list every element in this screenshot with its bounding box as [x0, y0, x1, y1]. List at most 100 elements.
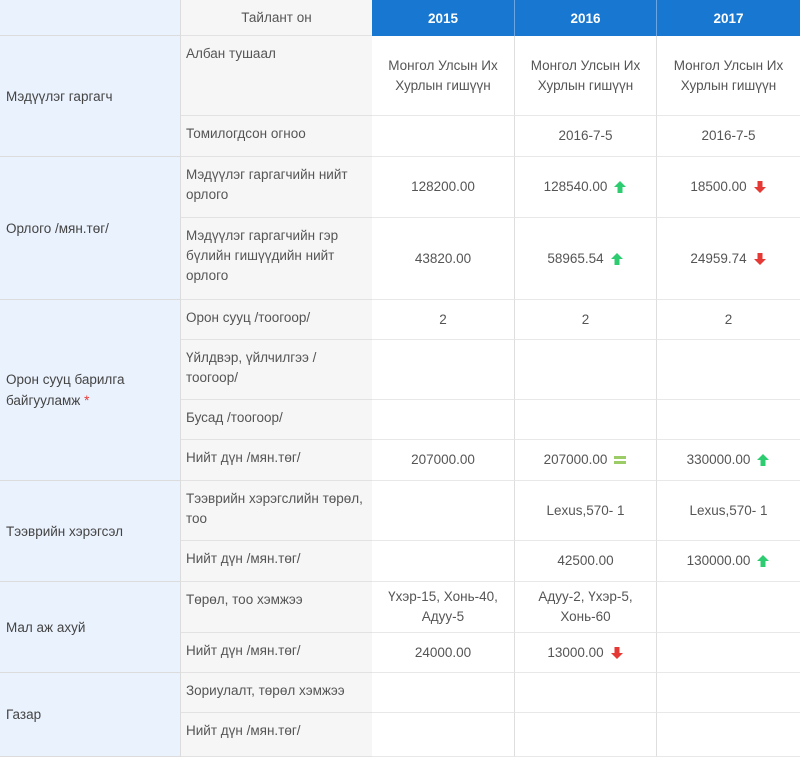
row-value-1: Адуу-2, Үхэр-5, Хонь-60 [514, 582, 656, 633]
row-label-text: Томилогдсон огноо [186, 126, 306, 141]
row-label-text: Албан тушаал [186, 46, 276, 61]
row-value-2 [656, 400, 800, 440]
header-blank [0, 0, 181, 36]
row-value-text: 2016-7-5 [701, 128, 756, 143]
header-report-year-label: Тайлант он [241, 10, 312, 25]
row-value-text: 24000.00 [414, 644, 472, 660]
row-value-2 [656, 582, 800, 633]
row-value-1: 128540.00 [514, 157, 656, 218]
group-label-text: Газар [6, 704, 41, 725]
row-value-0: 24000.00 [372, 633, 514, 673]
equal-icon [614, 456, 627, 464]
row-value-text: 128540.00 [543, 179, 608, 194]
row-value-0: 128200.00 [372, 157, 514, 218]
row-value-2: 24959.74 [656, 218, 800, 300]
row-value-1 [514, 340, 656, 400]
group-label-5: Газар [0, 673, 181, 757]
row-value-text: 130000.00 [686, 553, 751, 568]
row-label: Нийт дүн /мян.төг/ [181, 541, 372, 582]
row-value-1: 58965.54 [514, 218, 656, 300]
row-value-0 [372, 340, 514, 400]
group-label-name: Газар [6, 707, 42, 722]
group-label-text: Орон сууц барилга байгууламж * [6, 369, 180, 411]
row-value-1: 2 [514, 300, 656, 340]
row-label: Мэдүүлэг гаргагчийн нийт орлого [181, 157, 372, 218]
header-year-2: 2017 [656, 0, 800, 36]
row-value-text: 207000.00 [411, 452, 475, 467]
row-value-1: Lexus,570- 1 [514, 481, 656, 541]
row-value-text: 330000.00 [686, 452, 751, 467]
group-label-0: Мэдүүлэг гаргагч [0, 36, 181, 157]
row-value-text: 42500.00 [557, 553, 614, 568]
row-value-0: 207000.00 [372, 440, 514, 481]
group-label-name: Мал аж ахуй [6, 619, 86, 635]
row-value-2 [656, 673, 800, 713]
group-label-1: Орлого /мян.төг/ [0, 157, 181, 300]
row-label-text: Бусад /тоогоор/ [186, 410, 283, 425]
header-report-year: Тайлант он [181, 0, 372, 36]
row-value-text: Lexus,570- 1 [689, 502, 768, 518]
row-value-1 [514, 400, 656, 440]
row-value-2 [656, 633, 800, 673]
row-value-1 [514, 713, 656, 757]
row-label: Нийт дүн /мян.төг/ [181, 440, 372, 481]
required-mark: * [84, 393, 90, 408]
arrow-up-icon [610, 252, 623, 265]
header-year-label: 2017 [713, 10, 744, 26]
row-label: Төрөл, тоо хэмжээ [181, 582, 372, 633]
row-label: Бусад /тоогоор/ [181, 400, 372, 440]
group-label-name: Орлого /мян.төг/ [6, 220, 109, 236]
row-value-0: 2 [372, 300, 514, 340]
row-value-2: Lexus,570- 1 [656, 481, 800, 541]
row-value-text: 207000.00 [543, 452, 608, 467]
row-value-0 [372, 541, 514, 582]
row-value-text: 2016-7-5 [558, 128, 613, 143]
group-label-4: Мал аж ахуй [0, 582, 181, 673]
header-year-label: 2016 [570, 10, 601, 26]
row-value-0 [372, 116, 514, 157]
arrow-down-icon [753, 252, 766, 265]
row-value-1: 42500.00 [514, 541, 656, 582]
row-value-1: 2016-7-5 [514, 116, 656, 157]
row-value-text: 58965.54 [547, 250, 604, 266]
group-label-name: Мэдүүлэг гаргагч [6, 88, 113, 104]
row-label: Орон сууц /тоогоор/ [181, 300, 372, 340]
group-label-text: Мал аж ахуй [6, 617, 85, 638]
row-label-text: Зориулалт, төрөл хэмжээ [186, 683, 345, 698]
row-value-text: 2 [581, 311, 590, 327]
row-value-0: 43820.00 [372, 218, 514, 300]
row-value-1 [514, 673, 656, 713]
arrow-up-icon [757, 454, 770, 466]
row-value-text: 24959.74 [690, 250, 747, 266]
header-year-label: 2015 [427, 10, 459, 26]
row-value-text: Монгол Улсын Их Хурлын гишүүн [530, 57, 641, 93]
row-value-2: 330000.00 [656, 440, 800, 481]
row-label-text: Нийт дүн /мян.төг/ [186, 551, 301, 566]
row-value-2: 130000.00 [656, 541, 800, 582]
row-label: Албан тушаал [181, 36, 372, 116]
row-value-2: 2 [656, 300, 800, 340]
row-value-text: Lexus,570- 1 [546, 502, 625, 518]
row-label-text: Нийт дүн /мян.төг/ [186, 723, 301, 738]
group-label-3: Тээврийн хэрэгсэл [0, 481, 181, 582]
group-label-text: Орлого /мян.төг/ [6, 218, 109, 239]
row-label: Томилогдсон огноо [181, 116, 372, 157]
arrow-down-icon [753, 181, 766, 193]
row-label-text: Нийт дүн /мян.төг/ [186, 643, 301, 658]
row-value-0 [372, 481, 514, 541]
row-label-text: Нийт дүн /мян.төг/ [186, 450, 301, 465]
row-value-0 [372, 713, 514, 757]
row-label-text: Тээврийн хэрэгслийн төрөл, тоо [186, 491, 363, 526]
arrow-down-icon [610, 646, 623, 659]
row-value-2 [656, 340, 800, 400]
row-value-1: 207000.00 [514, 440, 656, 481]
row-value-text: 128200.00 [411, 179, 475, 194]
row-value-0 [372, 673, 514, 713]
header-year-1: 2016 [514, 0, 656, 36]
row-label: Нийт дүн /мян.төг/ [181, 713, 372, 757]
row-label: Нийт дүн /мян.төг/ [181, 633, 372, 673]
arrow-up-icon [614, 181, 627, 193]
row-value-0: Монгол Улсын Их Хурлын гишүүн [372, 36, 514, 116]
row-value-0 [372, 400, 514, 440]
row-label-text: Үйлдвэр, үйлчилгээ /тоогоор/ [186, 350, 317, 385]
